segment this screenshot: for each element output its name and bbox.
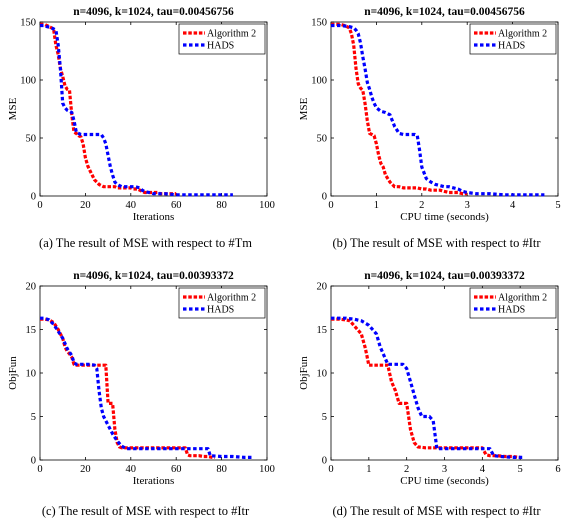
chart-title: n=4096, k=1024, tau=0.00456756 (73, 6, 234, 18)
y-tick-label: 50 (26, 134, 37, 145)
legend-label-algorithm-2: Algorithm 2 (207, 293, 256, 304)
x-tick-label: 40 (126, 464, 137, 475)
x-tick-label: 6 (555, 464, 560, 475)
y-axis-label: MSE (7, 97, 19, 120)
plot-frame (330, 21, 559, 197)
y-tick-label: 20 (26, 282, 37, 293)
x-tick-label: 0 (328, 200, 333, 211)
x-tick-label: 4 (480, 464, 486, 475)
panel-c: n=4096, k=1024, tau=0.00393372 0 20 40 60 80 1… (0, 264, 291, 527)
x-tick-label: 0 (328, 464, 333, 475)
x-tick-label: 5 (518, 464, 523, 475)
y-tick-label: 10 (317, 369, 328, 380)
x-tick-label: 0 (37, 464, 42, 475)
x-axis-label: Iterations (133, 475, 175, 487)
y-tick-label: 100 (20, 76, 36, 87)
chart-c: n=4096, k=1024, tau=0.00393372 0 20 40 60 80 1… (7, 270, 275, 487)
x-axis-label: CPU time (seconds) (400, 211, 489, 223)
y-axis-label: MSE (298, 97, 310, 120)
caption-c: (c) The result of MSE with respect to #I… (41, 504, 250, 518)
x-axis-label: CPU time (seconds) (400, 475, 489, 487)
chart-title: n=4096, k=1024, tau=0.00393372 (364, 270, 525, 282)
legend-label-hads: HADS (498, 41, 525, 52)
x-tick-label: 60 (171, 464, 182, 475)
x-tick-label: 1 (366, 464, 371, 475)
y-tick-label: 15 (317, 325, 328, 336)
panel-a: n=4096, k=1024, tau=0.00456756 0 20 40 60 80 1… (0, 0, 291, 263)
legend-label-hads: HADS (207, 41, 234, 52)
x-tick-label: 3 (465, 200, 470, 211)
y-tick-label: 5 (322, 412, 327, 423)
x-tick-label: 20 (80, 200, 91, 211)
series-line-algorithm-2 (331, 22, 468, 196)
y-tick-label: 0 (31, 456, 36, 467)
series-line-hads (40, 23, 233, 197)
x-tick-label: 1 (374, 200, 379, 211)
x-tick-label: 2 (404, 464, 409, 475)
y-tick-label: 150 (20, 18, 36, 29)
legend-label-algorithm-2: Algorithm 2 (498, 293, 547, 304)
x-tick-label: 100 (259, 200, 275, 211)
x-tick-label: 60 (171, 200, 182, 211)
x-tick-label: 0 (37, 200, 42, 211)
chart-a: n=4096, k=1024, tau=0.00456756 0 20 40 60 80 1… (7, 6, 275, 223)
series-line-algorithm-2 (40, 317, 215, 459)
y-axis-label: ObjFun (298, 356, 310, 390)
y-tick-label: 0 (31, 192, 36, 203)
legend-box (178, 287, 266, 319)
series-line-hads (40, 316, 254, 459)
legend-box (469, 287, 557, 319)
caption-a: (a) The result of MSE with respect to #T… (39, 236, 252, 250)
legend-box (178, 23, 266, 55)
legend-label-algorithm-2: Algorithm 2 (207, 29, 256, 40)
y-tick-label: 20 (317, 282, 328, 293)
y-tick-label: 0 (322, 456, 327, 467)
y-tick-label: 0 (322, 192, 327, 203)
y-tick-label: 10 (26, 369, 37, 380)
x-tick-label: 20 (80, 464, 91, 475)
caption-b: (b) The result of MSE with respect to #I… (332, 236, 541, 250)
y-tick-label: 5 (31, 412, 36, 423)
panel-d: n=4096, k=1024, tau=0.00393372 0 1 2 3 4 5 6 0 5 1… (291, 264, 582, 527)
legend-label-algorithm-2: Algorithm 2 (498, 29, 547, 40)
x-tick-label: 3 (442, 464, 447, 475)
y-tick-label: 15 (26, 325, 37, 336)
chart-d: n=4096, k=1024, tau=0.00393372 0 1 2 3 4 5 6 0 5 1… (298, 270, 561, 487)
x-tick-label: 4 (510, 200, 516, 211)
y-tick-label: 50 (317, 134, 328, 145)
plot-frame (39, 21, 268, 197)
panel-b: n=4096, k=1024, tau=0.00456756 0 1 2 3 4 5 0 50 1… (291, 0, 582, 263)
x-tick-label: 80 (216, 464, 227, 475)
x-tick-label: 5 (555, 200, 560, 211)
series-line-hads (331, 316, 524, 459)
legend-box (469, 23, 557, 55)
y-tick-label: 100 (311, 76, 327, 87)
caption-d: (d) The result of MSE with respect to #I… (332, 504, 541, 518)
legend-label-hads: HADS (498, 305, 525, 316)
x-tick-label: 40 (126, 200, 137, 211)
chart-title: n=4096, k=1024, tau=0.00456756 (364, 6, 525, 18)
y-axis-label: ObjFun (7, 356, 19, 390)
series-line-algorithm-2 (40, 22, 177, 196)
series-line-algorithm-2 (331, 317, 521, 459)
y-tick-label: 150 (311, 18, 327, 29)
legend-label-hads: HADS (207, 305, 234, 316)
x-tick-label: 2 (419, 200, 424, 211)
chart-title: n=4096, k=1024, tau=0.00393372 (73, 270, 234, 282)
x-axis-label: Iterations (133, 211, 175, 223)
x-tick-label: 80 (216, 200, 227, 211)
x-tick-label: 100 (259, 464, 275, 475)
